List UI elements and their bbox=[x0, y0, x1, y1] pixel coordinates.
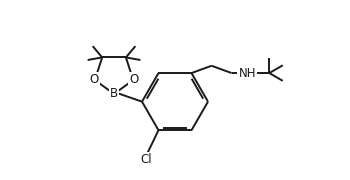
Text: O: O bbox=[90, 73, 99, 86]
Text: Cl: Cl bbox=[140, 153, 152, 166]
Text: O: O bbox=[130, 73, 139, 86]
Text: NH: NH bbox=[239, 67, 256, 80]
Text: B: B bbox=[110, 87, 118, 100]
